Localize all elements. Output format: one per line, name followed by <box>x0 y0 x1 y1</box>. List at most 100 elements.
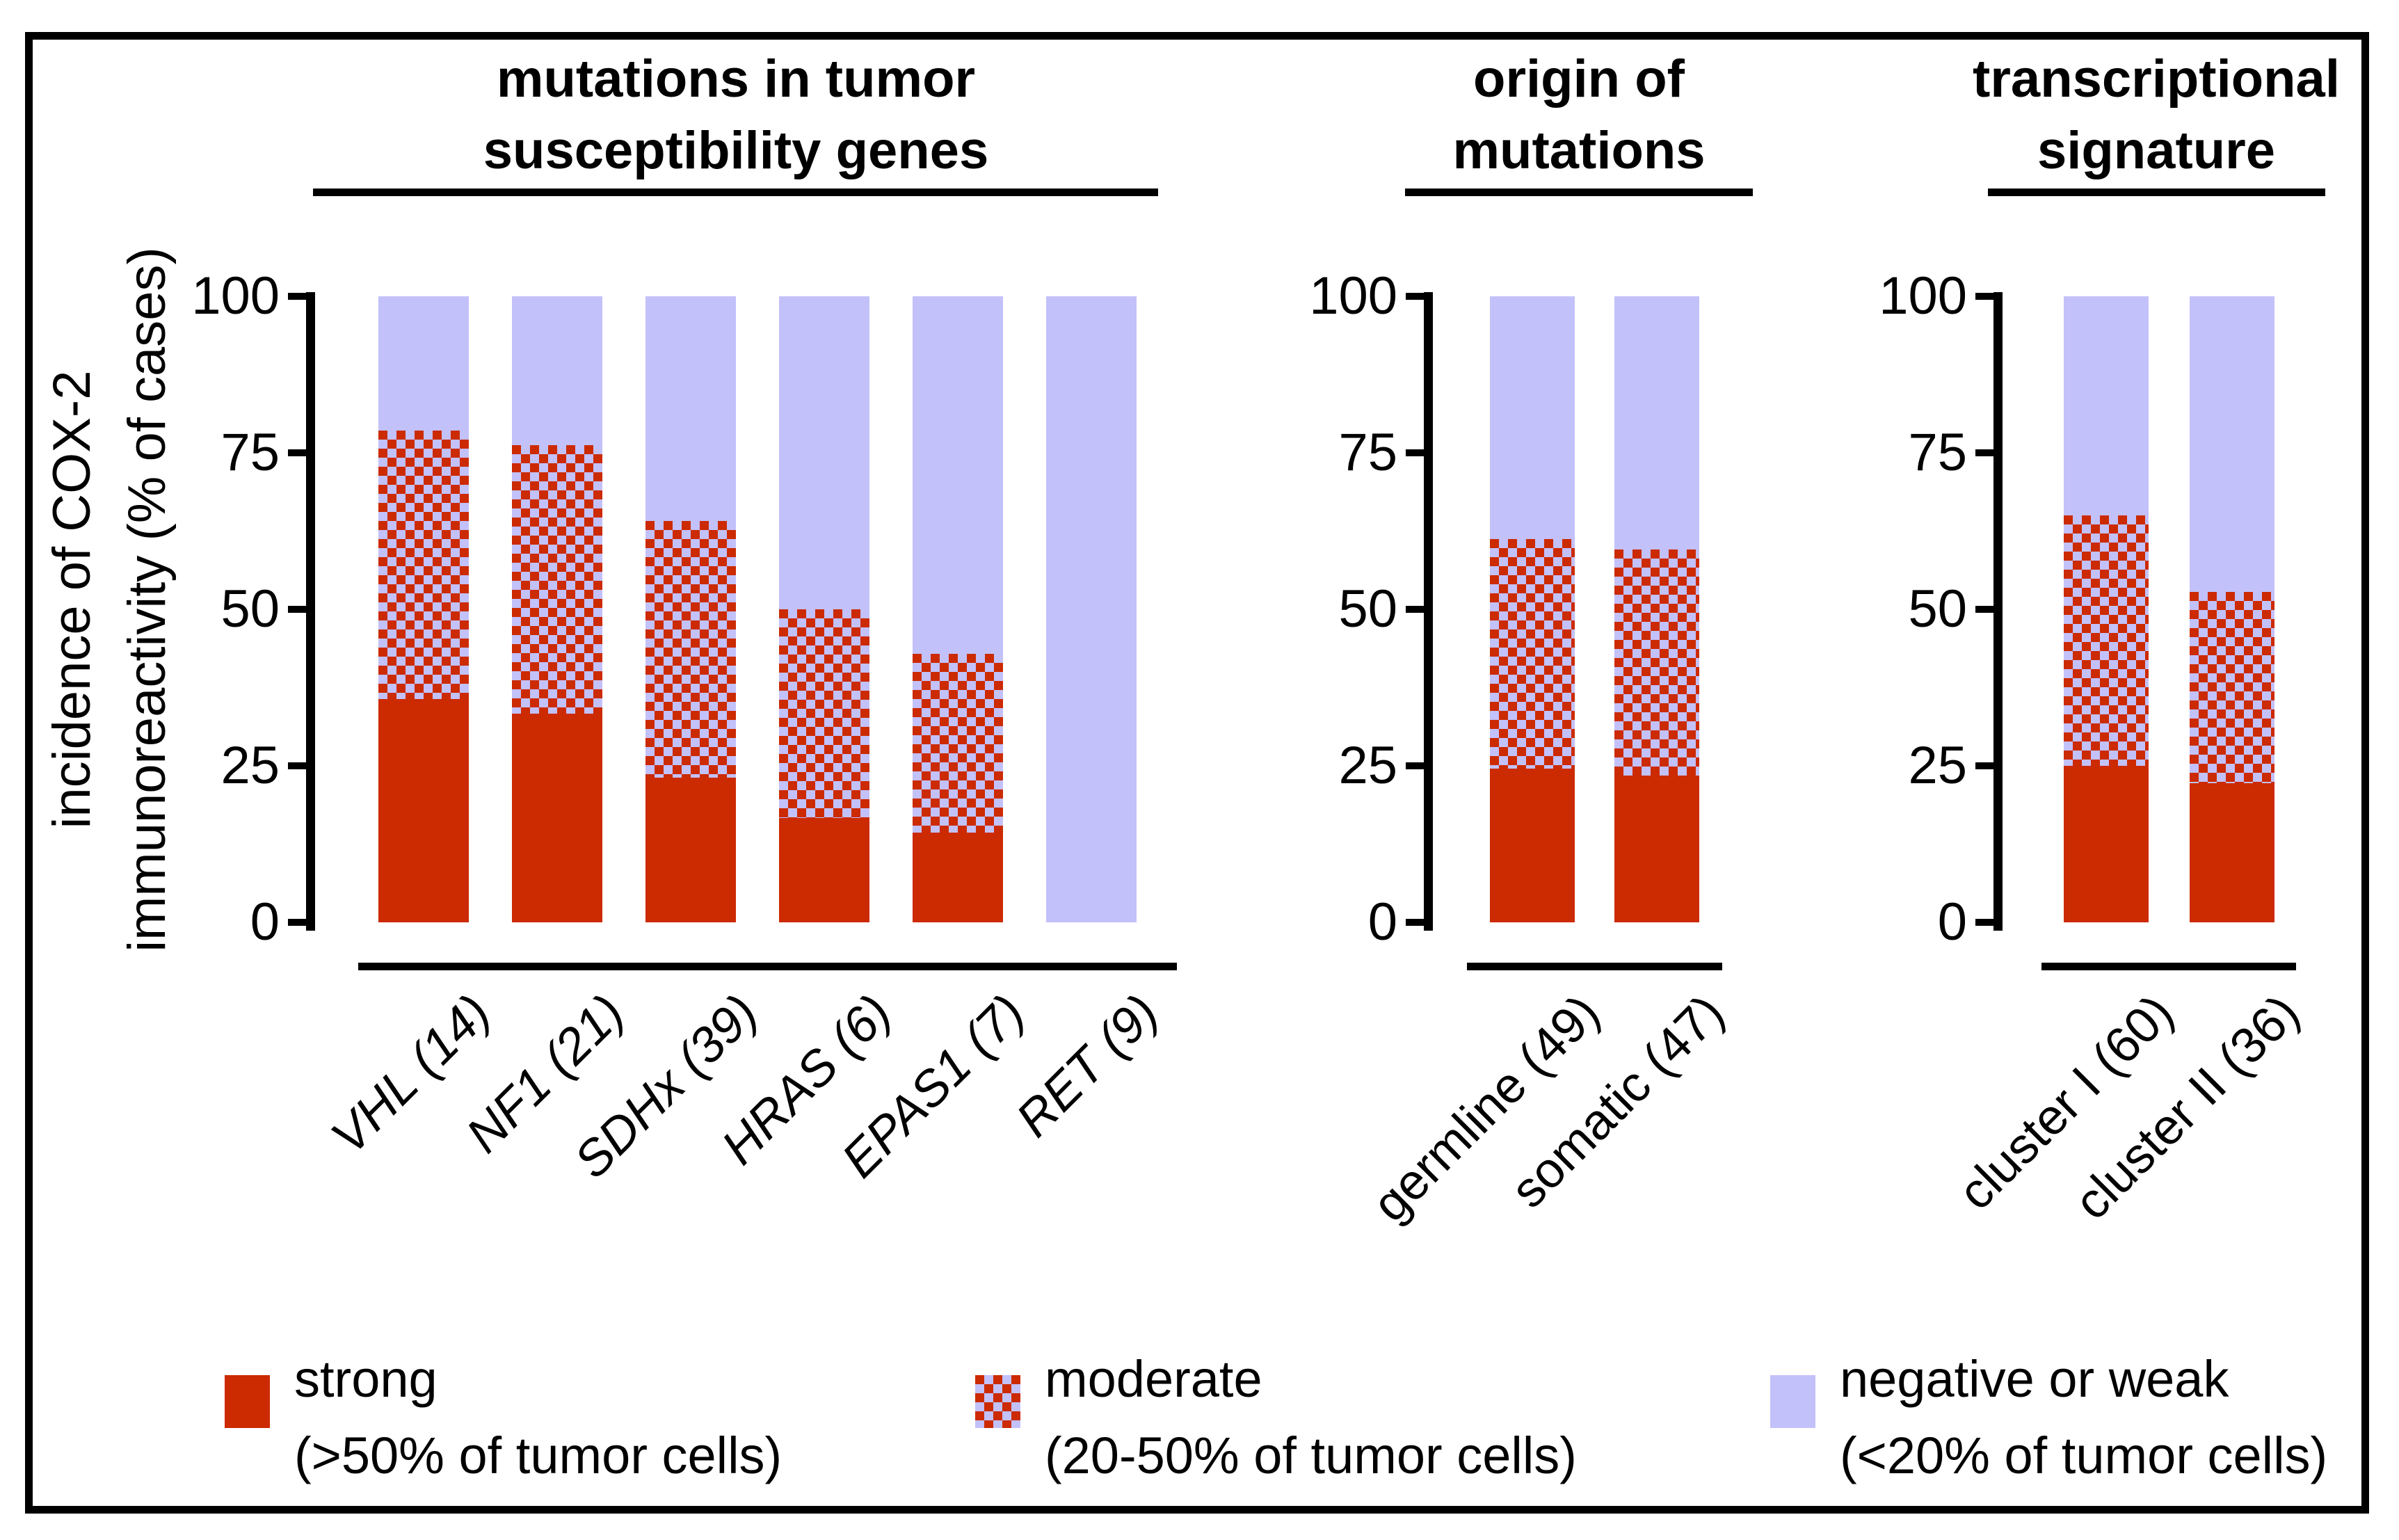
legend-sublabel-negative-weak: (<20% of tumor cells) <box>1840 1427 2328 1484</box>
legend-sublabel-strong: (>50% of tumor cells) <box>294 1427 783 1484</box>
bar-segment-weak <box>2064 296 2149 515</box>
y-tick <box>288 762 306 769</box>
bar-segment-moderate <box>378 430 469 699</box>
y-tick-label: 100 <box>1879 266 1967 326</box>
bar-segment-weak <box>512 296 602 446</box>
bar-segment-strong <box>512 714 602 922</box>
legend-swatch-strong <box>225 1375 270 1428</box>
y-tick <box>288 606 306 613</box>
y-tick-label: 75 <box>1908 423 1967 482</box>
bar-segment-weak <box>1046 296 1137 922</box>
bar-segment-moderate <box>1490 539 1575 769</box>
bar <box>1614 296 1699 922</box>
legend-entry-negative-weak: negative or weak (<20% of tumor cells) <box>1840 1341 2327 1494</box>
bar-segment-weak <box>1490 296 1575 540</box>
y-tick-label: 75 <box>1338 423 1397 482</box>
y-tick-label: 0 <box>1937 892 1967 952</box>
bar-segment-weak <box>913 296 1003 654</box>
y-tick-label: 25 <box>220 736 280 795</box>
bar-segment-strong <box>1614 776 1699 922</box>
y-tick-label: 0 <box>250 892 280 952</box>
panel-title-underline <box>1988 189 2325 196</box>
x-axis-line <box>1467 963 1722 970</box>
y-axis-spine <box>1424 292 1433 931</box>
y-tick <box>1406 449 1424 456</box>
bar <box>2064 296 2149 922</box>
bar-segment-strong <box>2190 783 2274 922</box>
y-tick-label: 100 <box>1309 266 1397 326</box>
bar-segment-strong <box>1490 769 1575 922</box>
legend-entry-moderate: moderate (20-50% of tumor cells) <box>1045 1341 1577 1494</box>
legend-label-negative-weak: negative or weak <box>1840 1350 2229 1408</box>
legend-sublabel-moderate: (20-50% of tumor cells) <box>1045 1427 1577 1484</box>
bar-segment-weak <box>645 296 736 522</box>
bar-segment-weak <box>378 296 469 431</box>
bar-segment-moderate <box>512 445 602 714</box>
bar-segment-moderate <box>2190 591 2274 784</box>
bar-segment-moderate <box>645 521 736 778</box>
legend-label-strong: strong <box>294 1350 438 1408</box>
panel-title-line: mutations in tumor <box>496 49 976 109</box>
legend-entry-strong: strong (>50% of tumor cells) <box>294 1341 782 1494</box>
y-tick <box>1406 919 1424 926</box>
bar-segment-moderate <box>913 653 1003 833</box>
bar-segment-moderate <box>2064 515 2149 766</box>
bar <box>1490 296 1575 922</box>
bar-segment-moderate <box>1614 549 1699 776</box>
panel-title-line: transcriptional <box>1973 49 2340 109</box>
y-tick-label: 75 <box>220 423 280 482</box>
y-tick-label: 0 <box>1367 892 1397 952</box>
bar-segment-weak <box>2190 296 2274 592</box>
bar-segment-strong <box>913 833 1003 922</box>
panel-title-line: susceptibility genes <box>483 121 989 180</box>
y-tick <box>1975 762 1993 769</box>
bar <box>779 296 869 922</box>
bar-segment-strong <box>378 698 469 922</box>
bar-segment-strong <box>2064 766 2149 922</box>
y-axis-spine <box>306 292 315 931</box>
panel-title-line: signature <box>2037 121 2276 180</box>
panel-title-line: mutations <box>1452 121 1706 180</box>
y-tick-label: 25 <box>1338 736 1397 795</box>
legend-swatch-negative-weak <box>1770 1375 1815 1428</box>
panel-title: origin of mutations <box>1057 43 2101 186</box>
bar <box>2190 296 2274 922</box>
y-tick <box>1406 606 1424 613</box>
legend-label-moderate: moderate <box>1045 1350 1262 1408</box>
bar <box>1046 296 1137 922</box>
x-axis-line <box>2041 963 2296 970</box>
panel-title-line: origin of <box>1473 49 1685 109</box>
y-tick <box>288 449 306 456</box>
panel-title-underline <box>313 189 1158 196</box>
y-tick <box>1406 762 1424 769</box>
bar-segment-weak <box>779 296 869 609</box>
y-tick-label: 25 <box>1908 736 1967 795</box>
y-tick <box>1975 919 1993 926</box>
x-axis-line <box>358 963 1177 970</box>
bar-segment-strong <box>645 778 736 922</box>
y-tick <box>1975 449 1993 456</box>
panel-title: mutations in tumor susceptibility genes <box>214 43 1258 186</box>
bar-segment-weak <box>1614 296 1699 550</box>
y-tick <box>1975 606 1993 613</box>
bar <box>378 296 469 922</box>
panel-title-underline <box>1405 189 1753 196</box>
y-tick <box>288 293 306 300</box>
bar <box>645 296 736 922</box>
figure-border <box>25 32 2369 1514</box>
y-tick <box>1406 293 1424 300</box>
legend-swatch-moderate <box>975 1375 1020 1428</box>
bar <box>913 296 1003 922</box>
bar-segment-strong <box>779 817 869 922</box>
y-tick-label: 100 <box>191 266 280 326</box>
bar-segment-moderate <box>779 609 869 818</box>
y-tick <box>288 919 306 926</box>
y-tick-label: 50 <box>1338 579 1397 639</box>
y-tick-label: 50 <box>1908 579 1967 639</box>
bar <box>512 296 602 922</box>
y-tick <box>1975 293 1993 300</box>
y-axis-spine <box>1993 292 2003 931</box>
panel-title: transcriptional signature <box>1635 43 2399 186</box>
y-tick-label: 50 <box>220 579 280 639</box>
